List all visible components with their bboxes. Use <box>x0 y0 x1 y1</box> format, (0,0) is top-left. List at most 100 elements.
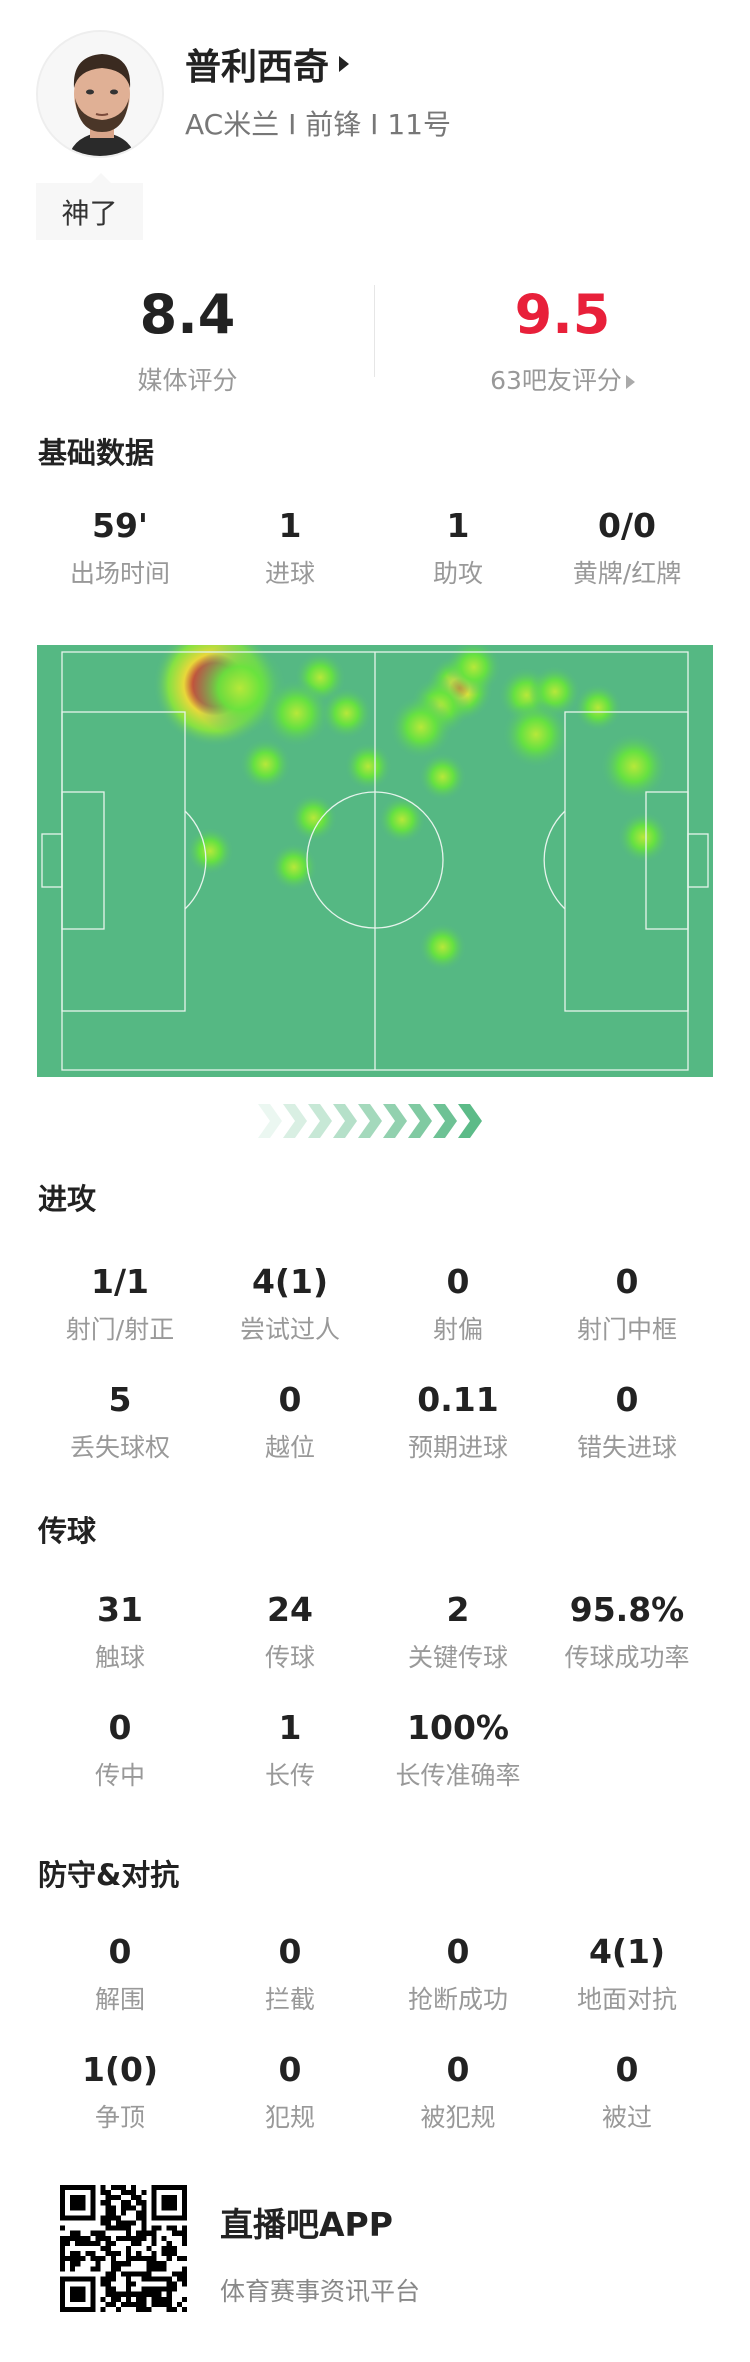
stat-value: 0 <box>446 2050 470 2089</box>
heat-spot <box>418 922 467 971</box>
stat-value: 4(1) <box>588 1932 666 1971</box>
chevron-right-icon <box>383 1104 407 1138</box>
stat-item: 0.11 预期进球 <box>373 1380 543 1464</box>
stat-item: 100% 长传准确率 <box>373 1708 543 1792</box>
heat-spot <box>617 811 670 864</box>
chevron-right-icon <box>333 1104 357 1138</box>
heat-spot <box>501 700 570 769</box>
player-avatar[interactable] <box>36 30 164 158</box>
heat-spot <box>320 687 373 740</box>
stat-item: 0 传中 <box>35 1708 205 1792</box>
stat-value: 0 <box>446 1262 470 1301</box>
heat-spot <box>388 695 453 760</box>
stat-value: 1(0) <box>81 2050 159 2089</box>
stat-value: 1 <box>278 506 302 545</box>
stat-item: 0 解围 <box>35 1932 205 2016</box>
player-info: AC米兰 I 前锋 I 11号 <box>185 108 451 141</box>
player-photo <box>38 32 162 156</box>
app-name: 直播吧APP <box>220 2205 393 2244</box>
chevron-right-icon <box>283 1104 307 1138</box>
stat-item: 0 射偏 <box>373 1262 543 1346</box>
stat-value: 0 <box>108 1932 132 1971</box>
stat-value: 2 <box>446 1590 470 1629</box>
pitch-lines <box>41 651 709 1071</box>
stat-item: 0 射门中框 <box>542 1262 712 1346</box>
fan-rating[interactable]: 9.5 63吧友评分 <box>375 283 750 397</box>
media-rating-label: 媒体评分 <box>137 366 238 395</box>
heat-spot <box>344 742 393 791</box>
stat-value: 0 <box>615 1262 639 1301</box>
player-tag: 神了 <box>36 173 143 240</box>
stat-label: 长传 <box>264 1761 315 1790</box>
stat-label: 传球成功率 <box>564 1643 690 1672</box>
fan-rating-label-text: 63吧友评分 <box>490 366 622 395</box>
stat-value: 0 <box>108 1708 132 1747</box>
stat-value: 0 <box>615 2050 639 2089</box>
stat-label: 进球 <box>264 559 315 588</box>
stat-item: 0 抢断成功 <box>373 1932 543 2016</box>
fan-rating-label: 63吧友评分 <box>375 361 750 397</box>
qr-code[interactable] <box>60 2185 187 2312</box>
stat-label: 尝试过人 <box>239 1315 340 1344</box>
stat-label: 射门/射正 <box>65 1315 175 1344</box>
stat-label: 触球 <box>94 1643 145 1672</box>
stat-item: 5 丢失球权 <box>35 1380 205 1464</box>
section-title-attack: 进攻 <box>38 1182 97 1216</box>
heatmap-pitch <box>37 645 713 1077</box>
stat-item: 0 犯规 <box>205 2050 375 2134</box>
stat-label: 争顶 <box>94 2103 145 2132</box>
stat-item: 59' 出场时间 <box>35 506 205 590</box>
heat-spot <box>289 793 338 842</box>
heat-spot <box>262 679 331 748</box>
section-title-defense: 防守&对抗 <box>38 1858 180 1892</box>
attack-direction-arrows <box>258 1104 482 1138</box>
stat-item: 31 触球 <box>35 1590 205 1674</box>
stat-label: 长传准确率 <box>395 1761 521 1790</box>
stat-item: 0 错失进球 <box>542 1380 712 1464</box>
triangle-right-icon <box>625 375 635 389</box>
media-rating-value: 8.4 <box>139 283 236 346</box>
stat-item: 1(0) 争顶 <box>35 2050 205 2134</box>
stat-item: 0/0 黄牌/红牌 <box>542 506 712 590</box>
stat-value: 0 <box>278 1932 302 1971</box>
stat-label: 丢失球权 <box>69 1433 170 1462</box>
stat-item: 1/1 射门/射正 <box>35 1262 205 1346</box>
media-rating: 8.4 媒体评分 <box>0 283 375 397</box>
stat-value: 4(1) <box>251 1262 329 1301</box>
stat-item: 0 被过 <box>542 2050 712 2134</box>
stat-value: 0 <box>278 2050 302 2089</box>
heat-spot <box>445 645 502 696</box>
stat-label: 犯规 <box>264 2103 315 2132</box>
stat-value: 59' <box>91 506 149 545</box>
stat-label: 传中 <box>94 1761 145 1790</box>
chevron-right-icon <box>408 1104 432 1138</box>
stat-item: 1 进球 <box>205 506 375 590</box>
stat-item: 0 被犯规 <box>373 2050 543 2134</box>
section-title-basic: 基础数据 <box>38 436 155 470</box>
stat-label: 被过 <box>601 2103 652 2132</box>
stat-label: 错失进球 <box>576 1433 677 1462</box>
stat-value: 100% <box>407 1708 509 1747</box>
chevron-right-icon <box>358 1104 382 1138</box>
stat-value: 95.8% <box>569 1590 685 1629</box>
heat-spot <box>418 752 467 801</box>
stat-label: 助攻 <box>432 559 483 588</box>
app-tagline: 体育赛事资讯平台 <box>220 2277 421 2306</box>
player-name-link[interactable]: 普利西奇 <box>185 38 350 90</box>
stat-label: 传球 <box>264 1643 315 1672</box>
stat-value: 0 <box>278 1380 302 1419</box>
stat-value: 5 <box>108 1380 132 1419</box>
stat-value: 0 <box>446 1932 470 1971</box>
stat-item: 0 越位 <box>205 1380 375 1464</box>
chevron-right-icon <box>258 1104 282 1138</box>
heat-spot <box>574 683 623 732</box>
stat-value: 1 <box>446 506 470 545</box>
stat-label: 越位 <box>264 1433 315 1462</box>
heatmap-blobs <box>152 645 670 971</box>
stat-value: 0.11 <box>417 1380 499 1419</box>
chevron-right-icon <box>308 1104 332 1138</box>
stat-value: 24 <box>267 1590 313 1629</box>
stat-label: 预期进球 <box>407 1433 508 1462</box>
stat-label: 拦截 <box>264 1985 315 2014</box>
rating-divider <box>374 285 375 377</box>
